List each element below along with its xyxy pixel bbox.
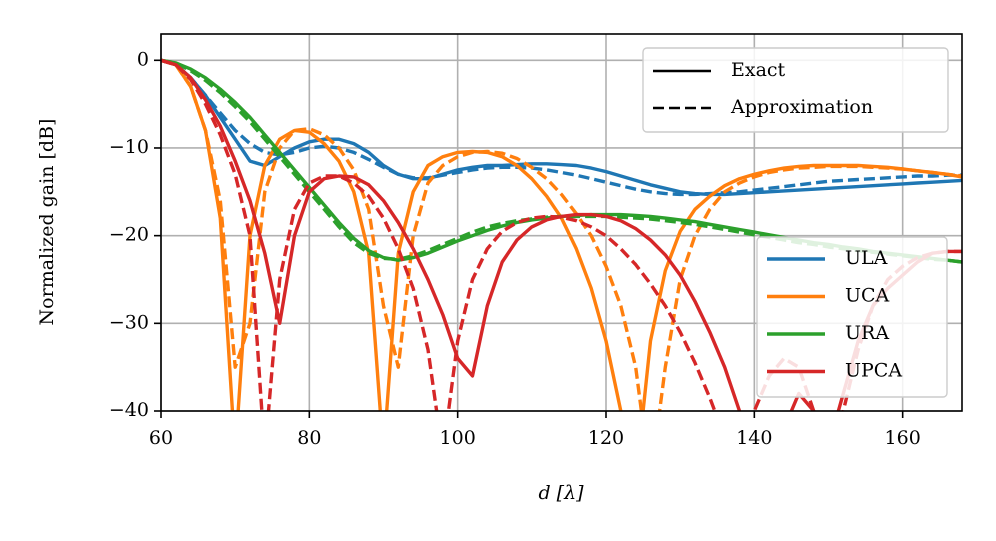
legend-label: UPCA	[845, 360, 902, 382]
legend-label: ULA	[845, 247, 888, 269]
x-tick-label: 140	[736, 427, 772, 449]
y-tick-label: −30	[109, 311, 149, 333]
legends: Exact Approximation ULA UCA URA UPCA	[642, 47, 949, 398]
axes: 60 80 100 120 140 160 0 −10 −20 −30 −40	[109, 48, 921, 449]
x-tick-label: 100	[440, 427, 476, 449]
legend-label: Approximation	[730, 96, 873, 118]
y-axis-label: Normalized gain [dB]	[36, 119, 58, 326]
x-tick-label: 80	[297, 427, 321, 449]
exact-line	[161, 58, 962, 197]
x-axis-label: d [λ]	[538, 482, 584, 504]
legend-label: UCA	[845, 285, 890, 307]
x-tick-label: 120	[588, 427, 624, 449]
plot-frame	[160, 33, 963, 412]
y-tick-label: 0	[137, 48, 149, 70]
legend-label: Exact	[731, 59, 786, 81]
y-tick-label: −10	[109, 136, 149, 158]
exact-line	[161, 58, 962, 411]
approx-line	[161, 58, 962, 411]
legend-box	[756, 236, 948, 398]
legend-label: URA	[845, 322, 889, 344]
x-tick-label: 60	[149, 427, 173, 449]
legend-box	[642, 47, 949, 133]
y-tick-label: −40	[109, 399, 149, 421]
y-tick-label: −20	[109, 224, 149, 246]
x-tick-label: 160	[885, 427, 921, 449]
